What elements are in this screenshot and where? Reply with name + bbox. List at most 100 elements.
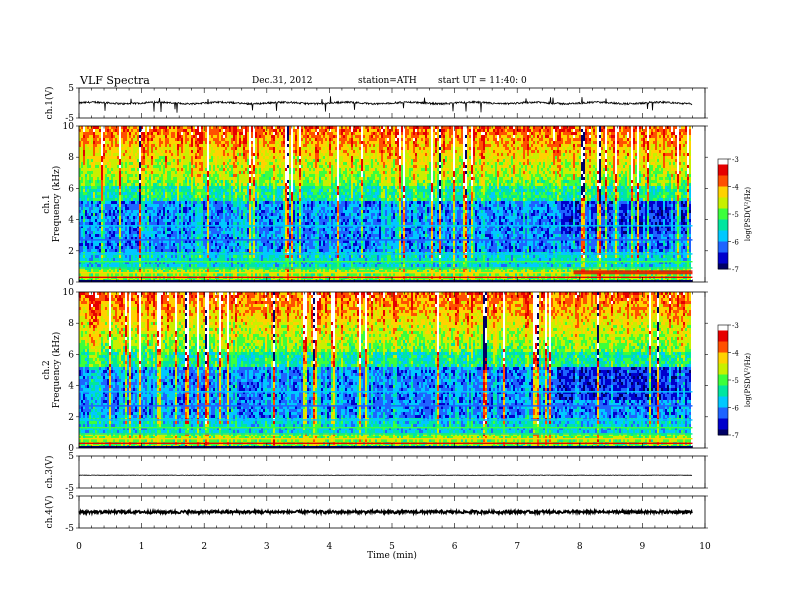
spectrogram-cell	[297, 138, 299, 141]
spectrogram-cell	[273, 156, 275, 159]
spectrogram-cell	[185, 126, 187, 129]
spectrogram-cell	[391, 144, 393, 147]
spectrogram-cell	[331, 171, 333, 174]
spectrogram-cell	[525, 144, 527, 147]
spectrogram-cell	[689, 144, 691, 147]
spectrogram-cell	[305, 159, 307, 162]
spectrogram-cell	[239, 126, 241, 129]
spectrogram-cell	[267, 159, 269, 162]
spectrogram-cell	[141, 138, 143, 141]
spectrogram-cell	[593, 168, 595, 171]
spectrogram-cell	[305, 150, 307, 153]
spectrogram-cell	[437, 165, 439, 168]
spectrogram-cell	[273, 150, 275, 153]
spectrogram-cell	[671, 150, 673, 153]
spectrogram-cell	[325, 138, 327, 141]
spectrogram-cell	[421, 126, 423, 129]
spectrogram-cell	[583, 144, 585, 147]
spectrogram-cell	[569, 132, 571, 135]
spectrogram-cell	[613, 159, 615, 162]
spectrogram-cell	[645, 144, 647, 147]
spectrogram-cell	[325, 150, 327, 153]
spectrogram-cell	[105, 168, 107, 171]
spectrogram-cell	[395, 126, 397, 129]
spectrogram-cell	[151, 168, 153, 171]
spectrogram-cell	[313, 159, 315, 162]
spectrogram-cell	[193, 162, 195, 165]
spectrogram-cell	[367, 138, 369, 141]
spectrogram-cell	[121, 153, 123, 156]
spectrogram-cell	[313, 132, 315, 135]
spectrogram-cell	[349, 165, 351, 168]
spectrogram-cell	[511, 168, 513, 171]
spectrogram-cell	[277, 135, 279, 138]
spectrogram-cell	[93, 153, 95, 156]
spectrogram-cell	[359, 165, 361, 168]
spectrogram-cell	[371, 132, 373, 135]
spectrogram-cell	[571, 132, 573, 135]
spectrogram-cell	[549, 171, 551, 174]
spectrogram-cell	[135, 138, 137, 141]
spectrogram-cell	[447, 147, 449, 150]
spectrogram-cell	[277, 129, 279, 132]
spectrogram-cell	[571, 156, 573, 159]
spectrogram-cell	[123, 156, 125, 159]
spectrogram-cell	[129, 162, 131, 165]
spectrogram-cell	[683, 168, 685, 171]
spectrogram-cell	[465, 141, 467, 144]
spectrogram-cell	[519, 150, 521, 153]
spectrogram-cell	[617, 150, 619, 153]
spectrogram-cell	[515, 135, 517, 138]
spectrogram-cell	[421, 138, 423, 141]
spectrogram-cell	[341, 159, 343, 162]
spectrogram-cell	[91, 141, 93, 144]
spectrogram-cell	[487, 141, 489, 144]
spectrogram-cell	[359, 162, 361, 165]
spectrogram-cell	[265, 129, 267, 132]
spectrogram-cell	[251, 150, 253, 153]
spectrogram-cell	[329, 168, 331, 171]
spectrogram-cell	[485, 138, 487, 141]
spectrogram-cell	[545, 144, 547, 147]
spectrogram-cell	[125, 153, 127, 156]
spectrogram-cell	[247, 138, 249, 141]
spectrogram-cell	[199, 150, 201, 153]
spectrogram-cell	[247, 150, 249, 153]
spectrogram-cell	[341, 141, 343, 144]
spectrogram-cell	[513, 144, 515, 147]
spectrogram-cell	[223, 150, 225, 153]
spectrogram-cell	[465, 147, 467, 150]
spectrogram-cell	[225, 159, 227, 162]
spectrogram-cell	[397, 135, 399, 138]
spectrogram-cell	[677, 132, 679, 135]
spectrogram-cell	[535, 129, 537, 132]
spectrogram-cell	[609, 165, 611, 168]
spectrogram-cell	[649, 129, 651, 132]
spectrogram-cell	[349, 141, 351, 144]
spectrogram-cell	[207, 126, 209, 129]
spectrogram-cell	[151, 153, 153, 156]
spectrogram-cell	[307, 150, 309, 153]
spectrogram-cell	[599, 162, 601, 165]
spectrogram-cell	[685, 171, 687, 174]
spectrogram-cell	[245, 135, 247, 138]
spectrogram-cell	[319, 147, 321, 150]
spectrogram-cell	[209, 138, 211, 141]
spectrogram-cell	[403, 153, 405, 156]
spectrogram-cell	[645, 162, 647, 165]
spectrogram-cell	[255, 138, 257, 141]
spectrogram-cell	[555, 168, 557, 171]
spectrogram-cell	[553, 153, 555, 156]
spectrogram-cell	[399, 141, 401, 144]
spectrogram-cell	[259, 165, 261, 168]
spectrogram-cell	[665, 141, 667, 144]
spectrogram-cell	[453, 138, 455, 141]
spectrogram-cell	[595, 141, 597, 144]
spectrogram-cell	[83, 156, 85, 159]
spectrogram-cell	[253, 144, 255, 147]
spectrogram-cell	[575, 129, 577, 132]
spectrogram-cell	[469, 144, 471, 147]
spectrogram-cell	[631, 153, 633, 156]
spectrogram-cell	[197, 138, 199, 141]
spectrogram-cell	[607, 168, 609, 171]
